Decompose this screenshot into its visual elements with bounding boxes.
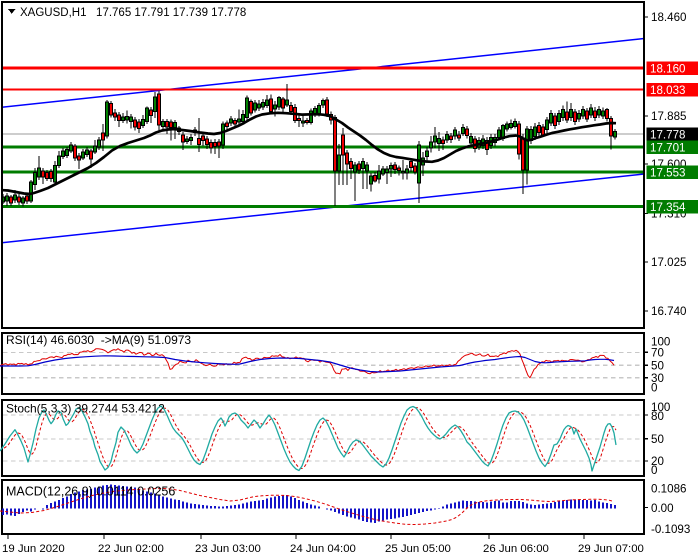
svg-text:0.00: 0.00 (651, 502, 674, 515)
svg-text:17.553: 17.553 (650, 166, 685, 179)
svg-text:18.460: 18.460 (651, 11, 686, 24)
svg-text:50: 50 (651, 433, 664, 446)
svg-text:24 Jun 04:00: 24 Jun 04:00 (290, 543, 356, 555)
svg-text:50: 50 (651, 359, 664, 372)
svg-text:16.740: 16.740 (651, 305, 686, 318)
svg-text:26 Jun 06:00: 26 Jun 06:00 (483, 543, 549, 555)
svg-text:17.701: 17.701 (650, 141, 685, 154)
svg-text:17.354: 17.354 (650, 201, 686, 214)
svg-text:80: 80 (651, 410, 664, 423)
svg-text:0.1086: 0.1086 (651, 482, 686, 495)
svg-text:Stoch(5,3,3) 39.2744 53.4212: Stoch(5,3,3) 39.2744 53.4212 (6, 402, 165, 416)
svg-text:29 Jun 07:00: 29 Jun 07:00 (578, 543, 644, 555)
svg-text:20: 20 (651, 455, 664, 468)
svg-text:30: 30 (651, 372, 664, 385)
svg-text:18.160: 18.160 (650, 62, 685, 75)
svg-text:19 Jun 2020: 19 Jun 2020 (2, 543, 65, 555)
svg-text:100: 100 (651, 336, 670, 349)
svg-text:XAGUSD,H1 17.765 17.791 17.7: XAGUSD,H1 17.765 17.791 17.739 17.778 (20, 7, 246, 19)
svg-text:100: 100 (651, 401, 670, 414)
svg-text:-0.1093: -0.1093 (651, 523, 690, 536)
svg-text:0: 0 (651, 464, 657, 477)
svg-text:MACD(12,26,9) 0.0114 0.0256: MACD(12,26,9) 0.0114 0.0256 (6, 485, 175, 499)
svg-text:23 Jun 03:00: 23 Jun 03:00 (195, 543, 261, 555)
svg-text:17.885: 17.885 (651, 110, 686, 123)
svg-text:70: 70 (651, 347, 664, 360)
svg-text:22 Jun 02:00: 22 Jun 02:00 (98, 543, 164, 555)
svg-text:17.025: 17.025 (651, 256, 686, 269)
svg-text:18.033: 18.033 (650, 84, 685, 97)
svg-text:25 Jun 05:00: 25 Jun 05:00 (385, 543, 451, 555)
svg-text:0: 0 (651, 382, 657, 395)
svg-text:17.778: 17.778 (650, 128, 685, 141)
svg-text:RSI(14) 46.6030 ->MA(9) 51.09: RSI(14) 46.6030 ->MA(9) 51.0973 (6, 333, 191, 347)
